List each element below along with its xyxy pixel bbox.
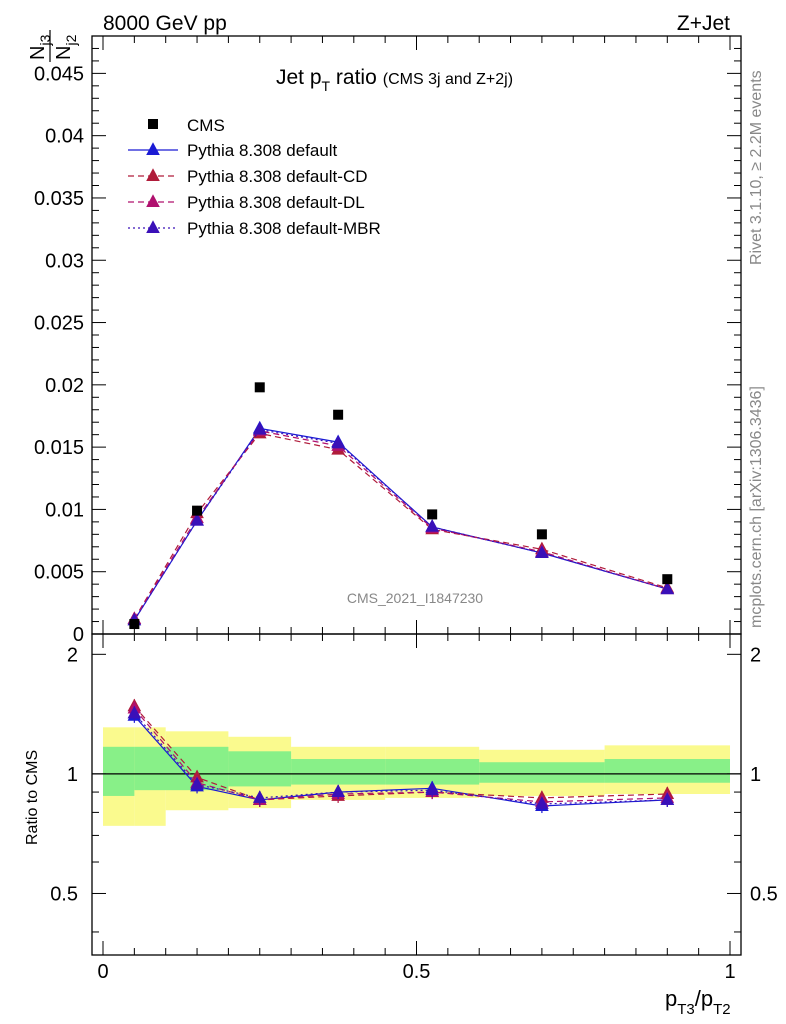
legend-marker-0 xyxy=(146,142,160,155)
ratio-point-3 xyxy=(660,792,675,805)
band-inner xyxy=(479,762,605,783)
ratio-point-3 xyxy=(425,782,439,796)
cms-data-point xyxy=(333,409,344,420)
x-tick-label: 0 xyxy=(97,961,108,983)
band-inner xyxy=(604,759,730,783)
cms-data-point xyxy=(254,382,265,393)
y-tick-label: 0.03 xyxy=(45,250,84,272)
ratio-point-3 xyxy=(252,790,267,803)
svg-text:Nj2: Nj2 xyxy=(53,34,79,60)
y-tick-label: 0.045 xyxy=(34,63,84,85)
y-tick-label: 0.01 xyxy=(45,499,84,521)
band-inner xyxy=(103,746,135,796)
ratio-tick-label-right: 0.5 xyxy=(750,883,778,905)
cms-data-point xyxy=(427,509,438,520)
legend-label-1: Pythia 8.308 default-CD xyxy=(187,167,368,186)
cms-data-point xyxy=(662,574,673,585)
legend-label-cms: CMS xyxy=(187,116,225,135)
ratio-point-3 xyxy=(535,796,549,809)
series-point-3 xyxy=(190,512,204,526)
ratio-plot-series xyxy=(127,698,675,814)
svg-text:pT3/pT2: pT3/pT2 xyxy=(665,986,731,1018)
cms-data-point xyxy=(192,505,203,516)
svg-text:Nj3: Nj3 xyxy=(27,34,53,60)
legend-label-3: Pythia 8.308 default-MBR xyxy=(187,219,381,238)
series-point-3 xyxy=(660,581,675,595)
y-tick-label: 0.04 xyxy=(45,126,84,148)
ratio-tick-label: 1 xyxy=(67,764,78,786)
ratio-y-label: Ratio to CMS xyxy=(24,750,41,845)
analysis-watermark: CMS_2021_I1847230 xyxy=(347,590,483,606)
legend-marker-3 xyxy=(146,220,160,233)
series-point-3 xyxy=(535,545,549,558)
y-tick-label: 0.035 xyxy=(34,188,84,210)
header-right: Z+Jet xyxy=(677,12,730,35)
x-tick-label: 1 xyxy=(724,961,735,983)
legend-label-2: Pythia 8.308 default-DL xyxy=(187,193,365,212)
band-inner xyxy=(291,759,386,785)
y-axis-label: Nj3 Nj2 xyxy=(27,30,79,62)
y-tick-label: 0.005 xyxy=(34,562,84,584)
chart-title: Jet pT ratio (CMS 3j and Z+2j) xyxy=(276,66,513,94)
legend-marker-2 xyxy=(146,194,160,207)
cms-data-point xyxy=(129,619,140,630)
legend-marker-1 xyxy=(146,168,160,181)
ratio-tick-label-right: 2 xyxy=(750,644,761,666)
band-inner xyxy=(228,751,292,787)
axes: 0 0.5 1 0 0.005 0.01 0.015 0.02 0.025 0.03 0.035 0.… xyxy=(34,35,778,983)
y-tick-label: 0.025 xyxy=(34,313,84,335)
y-tick-label: 0.02 xyxy=(45,375,84,397)
cms-data-point xyxy=(536,529,547,540)
svg-text:Jet pT ratio(CMS 3j and Z+2j): Jet pT ratio (CMS 3j and Z+2j) xyxy=(276,66,513,94)
series-point-3 xyxy=(331,435,345,449)
series-point-3 xyxy=(425,519,439,532)
legend-cms-marker xyxy=(148,119,158,129)
series-point-3 xyxy=(252,421,267,435)
y-tick-label: 0 xyxy=(73,624,84,646)
legend-label-0: Pythia 8.308 default xyxy=(187,141,338,160)
header-left: 8000 GeV pp xyxy=(103,12,227,35)
legend: CMS Pythia 8.308 default Pythia 8.308 defa… xyxy=(128,116,381,238)
mcplots-info: mcplots.cern.ch [arXiv:1306.3436] xyxy=(748,386,765,628)
rivet-info: Rivet 3.1.10, ≥ 2.2M events xyxy=(748,70,765,265)
ratio-tick-label: 2 xyxy=(67,644,78,666)
y-tick-label: 0.015 xyxy=(34,437,84,459)
ratio-point-3 xyxy=(331,784,345,798)
ratio-tick-label: 0.5 xyxy=(50,883,78,905)
uncertainty-bands xyxy=(92,727,741,826)
ratio-point-3 xyxy=(190,776,204,790)
x-tick-label: 0.5 xyxy=(403,961,431,983)
ratio-tick-label-right: 1 xyxy=(750,764,761,786)
main-plot-series xyxy=(127,382,675,630)
x-axis-label: pT3/pT2 xyxy=(665,986,731,1018)
band-inner xyxy=(385,759,480,785)
ratio-point-3 xyxy=(127,705,142,719)
